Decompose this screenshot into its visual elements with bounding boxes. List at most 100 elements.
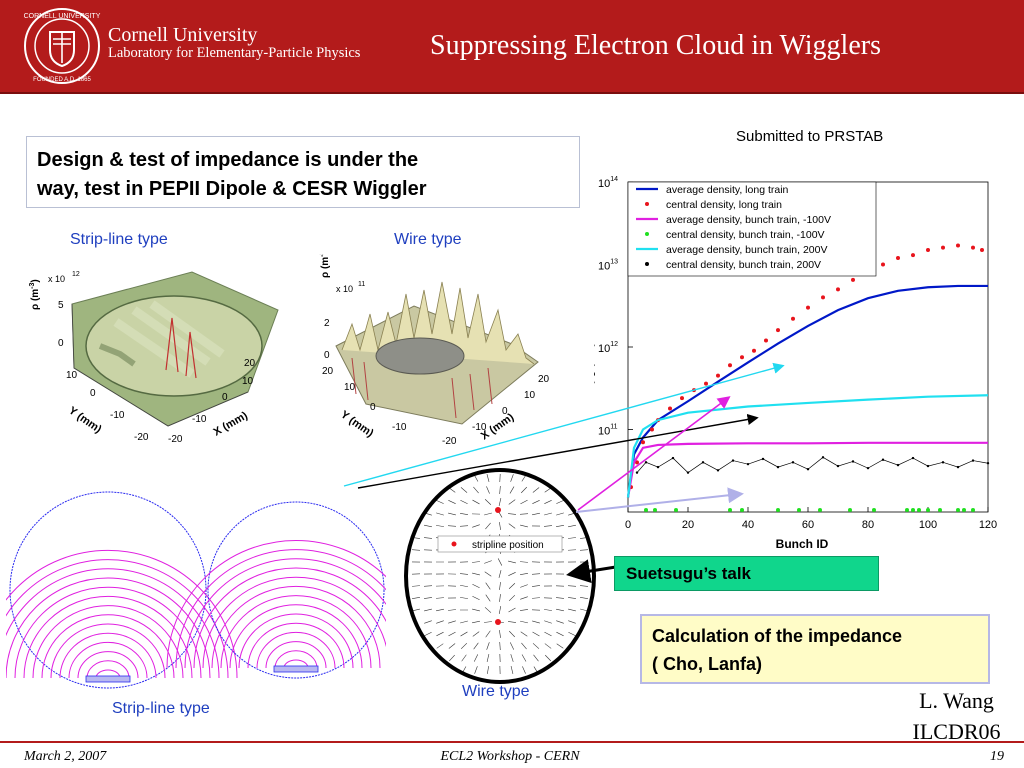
calculation-box: Calculation of the impedance ( Cho, Lanf… [640, 614, 990, 684]
data-point [941, 461, 945, 464]
strip-xtick: 0 [222, 392, 228, 403]
data-point [806, 305, 810, 310]
header-divider [0, 92, 1024, 94]
strip-xtick: -10 [192, 414, 207, 425]
data-point [635, 471, 639, 474]
field-arrows [411, 473, 589, 675]
wire-ytick: -10 [392, 422, 407, 433]
footer-event: ECL2 Workshop - CERN [440, 749, 580, 764]
data-point [956, 243, 960, 248]
strip-y-axis-name: Y (mm) [66, 405, 104, 436]
author-event: ILCDR06 [912, 719, 1001, 744]
stripline-marker-bottom [495, 619, 501, 625]
strip-ytick: 10 [66, 370, 78, 381]
legend-entry: central density, bunch train, -100V [666, 229, 825, 241]
data-point [836, 464, 840, 468]
wire-ztick: 2 [324, 318, 330, 329]
data-point [680, 396, 684, 401]
data-point [872, 508, 876, 512]
data-point [866, 466, 870, 470]
data-point [938, 508, 942, 512]
footer-divider [0, 741, 1024, 743]
data-point [728, 363, 732, 368]
data-point [836, 287, 840, 292]
x-tick-label: 40 [742, 519, 754, 531]
legend-swatch [645, 232, 649, 236]
data-point [821, 295, 825, 300]
data-point [881, 262, 885, 267]
wire-ztick: 0 [324, 350, 330, 361]
data-point [692, 388, 696, 393]
data-point [911, 253, 915, 258]
data-point [704, 381, 708, 386]
cornell-seal-logo: CORNELL UNIVERSITY FOUNDED A.D. 1865 [24, 8, 101, 84]
data-point [761, 457, 765, 461]
svg-text:CORNELL UNIVERSITY: CORNELL UNIVERSITY [24, 13, 101, 20]
wire-ytick: 0 [370, 402, 376, 413]
data-point [671, 456, 675, 460]
design-note-box: Design & test of impedance is under the … [26, 136, 580, 208]
data-point [911, 508, 915, 512]
data-point [776, 508, 780, 512]
data-point [728, 508, 732, 512]
wire-xtick: -20 [442, 436, 457, 446]
data-point [917, 508, 921, 512]
chart-legend: average density, long train central densi… [627, 181, 877, 277]
strip-x-axis-name: X (mm) [212, 409, 251, 438]
x-tick-label: 0 [625, 519, 631, 531]
submitted-note: Submitted to PRSTAB [736, 128, 884, 145]
strip-ytick: -20 [134, 432, 149, 443]
data-point [731, 459, 735, 462]
strip-surface-label: Strip-line type [70, 231, 168, 248]
data-point [653, 508, 657, 512]
data-point [674, 508, 678, 512]
data-point [926, 464, 930, 468]
data-point [971, 508, 975, 512]
legend-entry: average density, bunch train, 200V [666, 244, 828, 256]
x-tick-label: 20 [682, 519, 694, 531]
wire-y-axis-name: Y (mm) [338, 409, 376, 440]
legend-entry: average density, bunch train, -100V [666, 214, 831, 226]
data-point [791, 461, 795, 464]
data-point [650, 427, 654, 432]
data-point [806, 468, 810, 471]
x-tick-label: 60 [802, 519, 814, 531]
author-block: L. Wang ILCDR06 [904, 685, 1009, 747]
wire-surface-plot: ρ (m-3) x 10 11 2 0 20 10 0 -10 Y (mm) 2… [319, 254, 550, 446]
author-name: L. Wang [919, 688, 994, 713]
legend-swatch [645, 262, 649, 266]
data-point [791, 316, 795, 321]
x-tick-labels: 0 20 40 60 80 100 120 [625, 507, 997, 531]
strip-line-surface-plot: x 10 12 ρ (m-3) 5 0 10 0 -10 -20 Y (mm) … [29, 271, 279, 445]
data-point [656, 465, 660, 469]
wire-xtick: 20 [538, 374, 550, 385]
cross-section-right [166, 501, 386, 679]
data-point [905, 508, 909, 512]
data-point [716, 469, 720, 472]
data-point [776, 465, 780, 469]
svg-text:FOUNDED A.D. 1865: FOUNDED A.D. 1865 [33, 77, 91, 83]
density-chart: 1014 1013 1012 1011 0 20 40 60 80 100 120 ρe (m-3… [594, 176, 997, 551]
strip-zaxis-label: ρ (m-3) [29, 279, 41, 310]
data-point [986, 462, 990, 465]
strip-xtick: 20 [244, 358, 256, 369]
wire-ytick: 10 [344, 382, 356, 393]
cross-section-label: Strip-line type [112, 700, 210, 717]
strip-ztick-0: 0 [58, 338, 64, 349]
legend-entry: average density, long train [666, 184, 789, 196]
data-point [644, 461, 648, 464]
data-point [740, 508, 744, 512]
data-point [851, 460, 855, 463]
data-point [896, 255, 900, 260]
talk-box: Suetsugu’s talk [614, 556, 879, 591]
data-point [701, 461, 705, 464]
data-point [716, 373, 720, 378]
strip-zscale-exp: 12 [72, 271, 80, 278]
y-tick-label: 1011 [598, 424, 618, 438]
x-tick-label: 100 [919, 519, 937, 531]
y-axis-label: ρe (m-3) [594, 342, 597, 384]
data-point [776, 328, 780, 333]
strip-zscale: x 10 [48, 274, 65, 284]
data-point [941, 245, 945, 250]
wire-surface-label: Wire type [394, 231, 462, 248]
